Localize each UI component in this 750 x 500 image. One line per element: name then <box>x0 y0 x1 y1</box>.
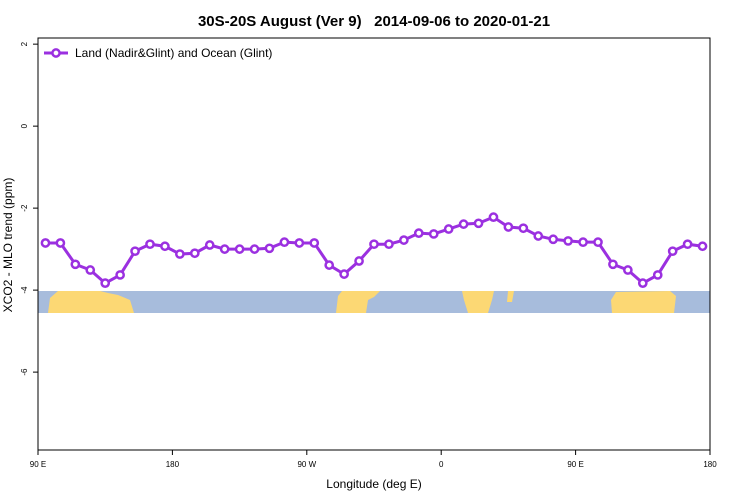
point <box>234 244 245 254</box>
land <box>48 291 134 313</box>
y-axis-label: XCO2 - MLO trend (ppm) <box>1 178 15 313</box>
point <box>488 212 499 222</box>
point <box>548 234 559 245</box>
point <box>324 260 335 270</box>
point <box>399 235 409 245</box>
point <box>264 243 275 254</box>
ocean-band <box>38 291 710 313</box>
point <box>70 259 81 270</box>
point <box>413 228 424 238</box>
point <box>354 256 364 266</box>
point <box>563 236 573 246</box>
x-tick-label: 90 E <box>30 460 46 469</box>
point <box>40 238 51 248</box>
land <box>507 291 514 302</box>
plot-frame <box>37 37 711 451</box>
land-ocean-strip <box>38 291 710 313</box>
point <box>384 239 394 250</box>
point <box>473 218 484 229</box>
point <box>189 248 200 259</box>
point <box>85 265 96 275</box>
y-tick-label: 0 <box>20 123 29 128</box>
point <box>204 240 215 250</box>
point <box>160 241 170 252</box>
y-tick-label: 2 <box>20 41 29 46</box>
point <box>608 259 618 270</box>
point <box>219 244 230 254</box>
series-line <box>45 215 703 285</box>
point <box>369 239 379 250</box>
land <box>611 291 676 313</box>
land <box>336 291 380 313</box>
point <box>175 249 185 259</box>
y-tick-label: -4 <box>20 286 29 294</box>
point <box>130 246 140 257</box>
land <box>462 291 494 313</box>
y-tick-label: -2 <box>20 204 29 212</box>
x-tick-label: 0 <box>439 460 444 469</box>
point <box>458 219 469 229</box>
point <box>503 222 514 232</box>
chart-title: 30S-20S August (Ver 9) 2014-09-06 to 202… <box>198 13 550 30</box>
x-tick-label: 90 W <box>297 460 316 469</box>
point <box>652 270 663 280</box>
point <box>667 246 678 257</box>
x-tick-label: 90 E <box>567 460 583 469</box>
point <box>294 238 305 248</box>
point <box>115 270 125 280</box>
point <box>578 237 588 248</box>
y-tick-label: -6 <box>20 368 29 376</box>
point <box>637 278 648 289</box>
point <box>249 244 260 254</box>
x-tick-label: 180 <box>703 460 717 469</box>
point <box>100 278 111 289</box>
legend-label: Land (Nadir&Glint) and Ocean (Glint) <box>75 46 272 60</box>
point <box>443 224 454 234</box>
point <box>533 231 544 241</box>
x-tick-label: 180 <box>166 460 180 469</box>
legend-marker <box>51 48 61 58</box>
point <box>339 269 349 279</box>
point <box>682 239 693 250</box>
point <box>428 229 439 239</box>
point <box>623 265 633 275</box>
point <box>309 238 320 248</box>
point <box>518 223 529 234</box>
point <box>697 241 708 252</box>
point <box>593 237 603 248</box>
point <box>279 237 290 248</box>
point <box>55 238 66 248</box>
point <box>145 239 155 250</box>
x-axis-label: Longitude (deg E) <box>326 477 421 491</box>
